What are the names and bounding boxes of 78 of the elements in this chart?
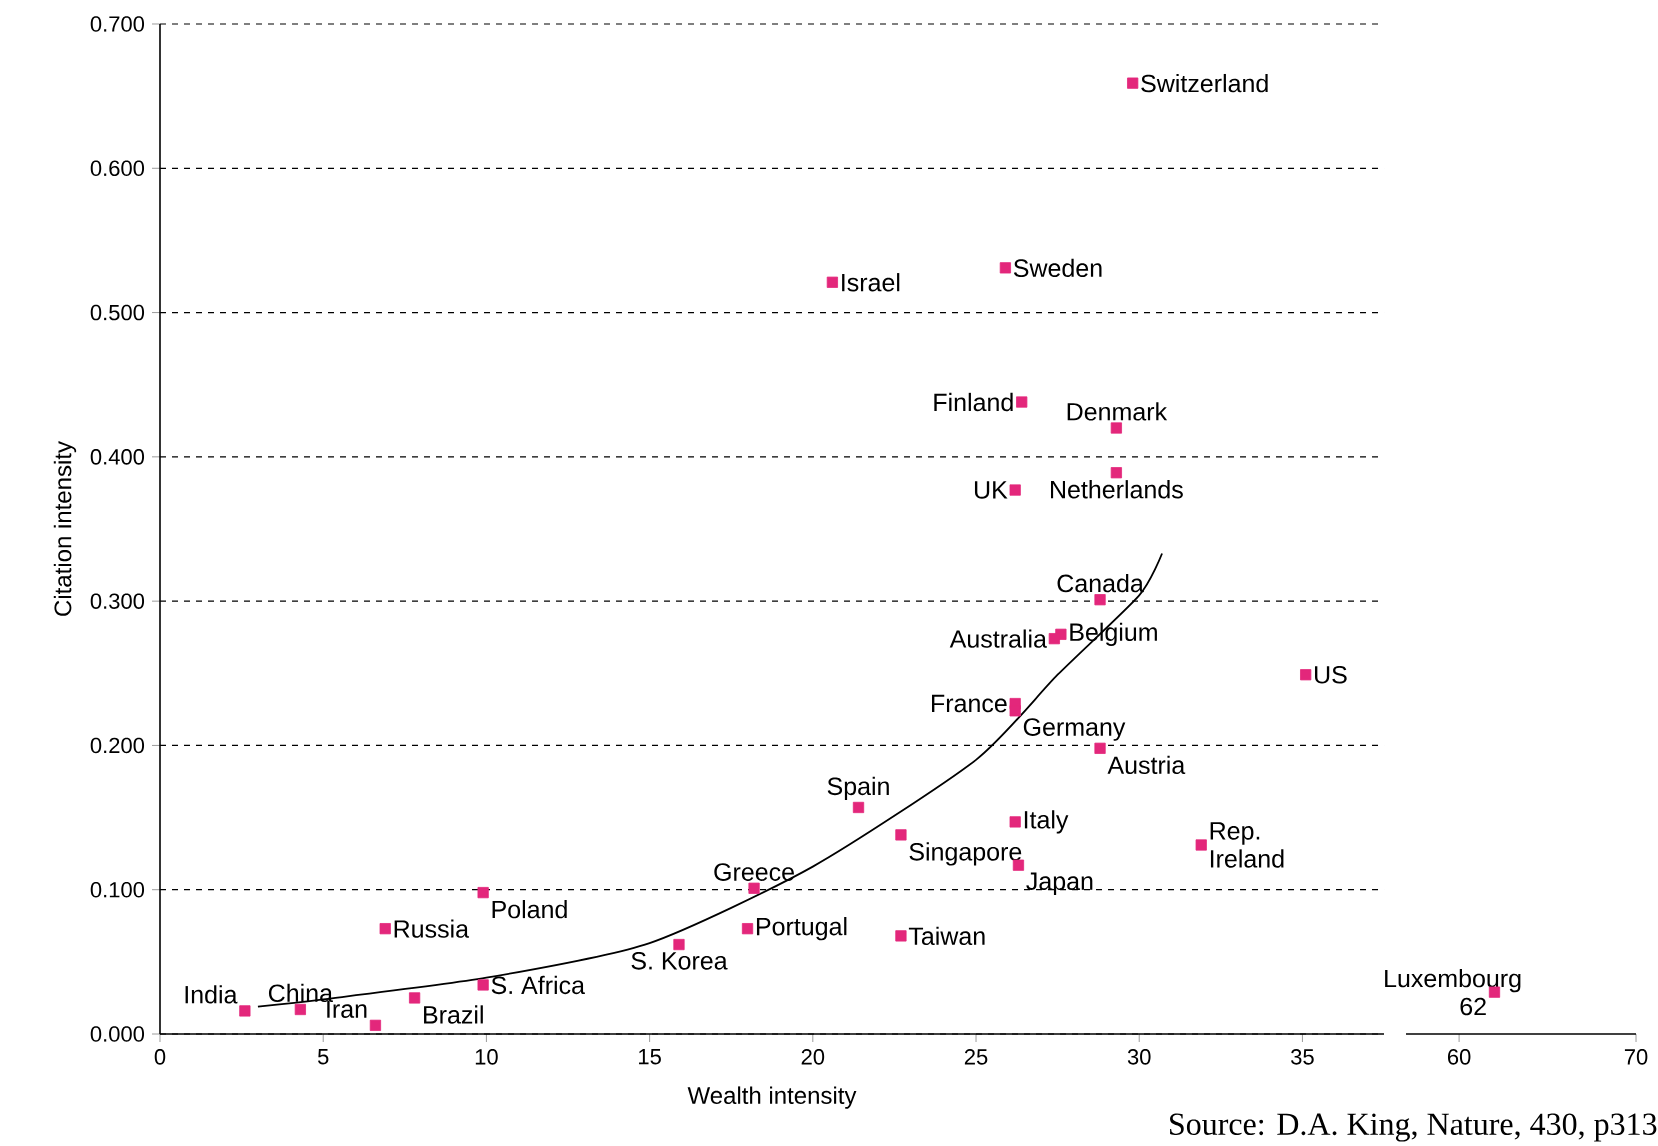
x-tick-label: 30 [1127, 1049, 1151, 1065]
point [379, 923, 391, 935]
annotation: Singapore [909, 842, 1022, 866]
y-tick-label: 0.100 [90, 881, 145, 898]
point [1110, 422, 1122, 434]
annotation: S. Africa [491, 975, 585, 995]
x-axis-title: Wealth intensity [687, 1086, 857, 1109]
point [1195, 839, 1207, 851]
annotation: Rep. Ireland [1210, 822, 1284, 868]
point [1094, 742, 1106, 754]
source-note: Source: D.A. King, Nature, 430, p313 [1170, 1113, 1657, 1142]
point [1016, 396, 1028, 408]
point [409, 992, 421, 1004]
x-tick-label: 10 [475, 1049, 498, 1065]
annotation: India [185, 985, 238, 1004]
annotation: Luxembourg 62 [1385, 968, 1521, 1016]
annotation: Australia [949, 629, 1047, 648]
point [673, 938, 685, 951]
point [1009, 816, 1021, 828]
annotation: Germany [1023, 718, 1126, 741]
annotation: Sweden [1013, 258, 1102, 278]
x-tick-label: 25 [964, 1049, 988, 1065]
point [741, 923, 754, 935]
annotation: China [268, 983, 333, 1003]
x-tick-label: 35 [1291, 1049, 1314, 1065]
x-tick-label: 60 [1447, 1049, 1471, 1065]
annotation: Netherlands [1051, 480, 1183, 499]
point [895, 930, 907, 942]
annotation: Portugal [756, 917, 847, 941]
point [1110, 467, 1122, 479]
y-tick-label: 0.300 [90, 593, 145, 609]
point [369, 1019, 382, 1031]
point [852, 801, 865, 814]
annotation: Denmark [1067, 402, 1168, 421]
point [294, 1003, 306, 1016]
annotation: Poland [492, 899, 567, 919]
annotation: Greece [714, 863, 794, 881]
annotation: Brazil [424, 1005, 483, 1024]
point [1048, 633, 1060, 645]
annotation: US [1315, 665, 1347, 684]
x-tick-label: 20 [801, 1049, 825, 1065]
y-tick-label: 0.700 [90, 16, 145, 32]
y-tick-label: 0.000 [90, 1026, 145, 1042]
annotation: Iran [327, 1000, 367, 1018]
point [1127, 77, 1139, 89]
annotation: Finland [934, 392, 1013, 412]
annotation: Switzerland [1141, 73, 1268, 93]
annotation: Canada [1057, 573, 1144, 593]
point [748, 882, 760, 894]
y-tick-label: 0.200 [90, 737, 145, 754]
point [1009, 484, 1021, 496]
annotation: S. Korea [631, 951, 728, 970]
x-tick-label: 5 [317, 1049, 329, 1065]
y-tick-label: 0.400 [90, 449, 145, 465]
annotation: Taiwan [908, 926, 985, 946]
point [477, 979, 489, 991]
point [826, 276, 838, 288]
y-tick-label: 0.500 [90, 304, 145, 321]
annotation: France [932, 694, 1007, 713]
annotation: Russia [394, 919, 470, 938]
y-axis-title: Citation intensity [53, 441, 77, 616]
point [1094, 594, 1106, 606]
point [895, 829, 907, 841]
y-tick-label: 0.600 [90, 160, 145, 177]
annotation: Austria [1107, 755, 1186, 775]
point [477, 887, 489, 899]
annotation: Spain [827, 776, 889, 801]
annotation: Italy [1024, 810, 1069, 834]
x-tick-label: 15 [639, 1049, 661, 1065]
point [239, 1005, 251, 1017]
x-tick-label: 70 [1624, 1049, 1648, 1065]
point [1009, 705, 1021, 717]
annotation: Japan [1026, 872, 1093, 895]
point [1300, 669, 1312, 681]
point [999, 262, 1011, 274]
x-tick-label: 0 [154, 1049, 166, 1065]
annotation: UK [974, 481, 1008, 499]
annotation: Israel [842, 273, 900, 292]
